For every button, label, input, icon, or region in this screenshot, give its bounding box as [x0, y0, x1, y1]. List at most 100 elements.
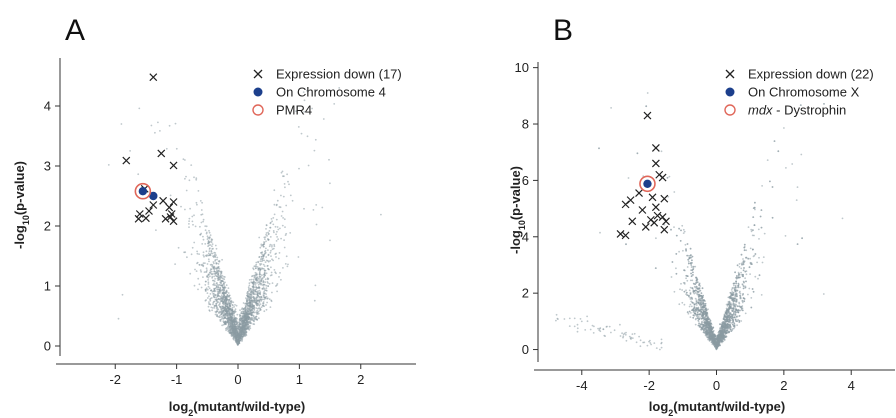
background-point	[255, 318, 258, 321]
expression-down-cross	[149, 73, 158, 82]
background-point	[216, 314, 219, 317]
expression-down-cross	[621, 231, 630, 240]
background-point	[743, 281, 745, 283]
background-point	[291, 199, 294, 202]
background-point	[275, 256, 277, 258]
expression-down-cross	[165, 203, 174, 212]
background-point	[714, 337, 717, 340]
background-point	[244, 311, 247, 313]
background-point	[246, 314, 249, 316]
background-point	[752, 216, 755, 219]
background-point	[224, 306, 227, 309]
background-point	[267, 268, 270, 271]
background-point	[157, 121, 159, 124]
background-point	[280, 194, 282, 197]
background-point	[263, 269, 266, 272]
background-point	[235, 331, 238, 334]
background-point	[213, 287, 216, 290]
background-point	[263, 241, 265, 243]
background-point	[257, 312, 260, 315]
background-point	[314, 138, 317, 141]
background-point	[263, 273, 266, 275]
background-point	[259, 264, 262, 266]
background-point	[222, 292, 225, 294]
background-point	[278, 252, 281, 254]
background-point	[256, 292, 259, 295]
background-point	[753, 254, 756, 257]
expression-down-cross	[159, 196, 168, 205]
background-point	[689, 303, 692, 306]
background-point	[691, 298, 693, 300]
background-point	[694, 318, 697, 321]
background-point	[239, 319, 242, 322]
background-point	[708, 334, 711, 336]
background-point	[692, 282, 695, 285]
background-point	[232, 329, 235, 332]
background-point	[720, 333, 723, 336]
background-point	[223, 321, 226, 324]
background-point	[250, 314, 253, 317]
background-point	[329, 182, 331, 185]
background-point	[740, 307, 743, 310]
background-point	[752, 290, 755, 293]
background-point	[235, 304, 238, 307]
background-point	[195, 201, 198, 204]
background-point	[311, 107, 313, 110]
background-point	[727, 326, 730, 329]
background-point	[241, 329, 244, 332]
background-point	[684, 243, 687, 246]
background-point	[740, 320, 743, 322]
background-point	[257, 294, 259, 297]
background-point	[602, 328, 605, 331]
background-point	[242, 302, 245, 304]
background-point	[593, 325, 595, 328]
background-point	[761, 185, 763, 187]
background-point	[730, 322, 733, 324]
background-point	[225, 300, 228, 303]
background-point	[236, 342, 239, 345]
background-point	[791, 163, 794, 165]
background-point	[120, 123, 123, 125]
background-point	[245, 327, 247, 329]
background-point	[727, 308, 730, 311]
background-point	[701, 323, 703, 326]
background-point	[219, 298, 222, 301]
background-point	[220, 294, 223, 297]
background-point	[214, 244, 217, 247]
background-point	[749, 247, 752, 250]
background-point	[285, 204, 288, 207]
background-point	[212, 283, 215, 286]
background-point	[307, 164, 310, 167]
background-point	[233, 314, 236, 317]
background-point	[243, 328, 246, 331]
background-point	[679, 288, 681, 291]
background-point	[619, 323, 621, 326]
background-point	[205, 299, 208, 301]
background-point	[260, 251, 263, 254]
background-point	[200, 209, 203, 211]
background-point	[107, 164, 110, 166]
background-point	[185, 175, 187, 178]
background-point	[610, 107, 612, 109]
background-point	[653, 342, 656, 344]
background-point	[217, 266, 220, 269]
background-point	[685, 249, 687, 252]
background-point	[736, 305, 739, 308]
background-point	[689, 247, 692, 250]
expression-down-cross	[653, 211, 662, 220]
background-point	[285, 232, 288, 235]
highlighted-gene-ring	[134, 182, 152, 200]
background-point	[724, 323, 727, 326]
background-point	[199, 264, 201, 266]
background-point	[726, 319, 728, 322]
background-point	[228, 298, 231, 301]
background-point	[613, 329, 616, 332]
background-point	[655, 237, 657, 240]
background-point	[210, 238, 213, 241]
background-point	[695, 300, 698, 303]
x-tick-label: 2	[357, 372, 364, 387]
background-point	[258, 273, 261, 275]
background-point	[216, 258, 218, 261]
background-point	[196, 252, 199, 255]
